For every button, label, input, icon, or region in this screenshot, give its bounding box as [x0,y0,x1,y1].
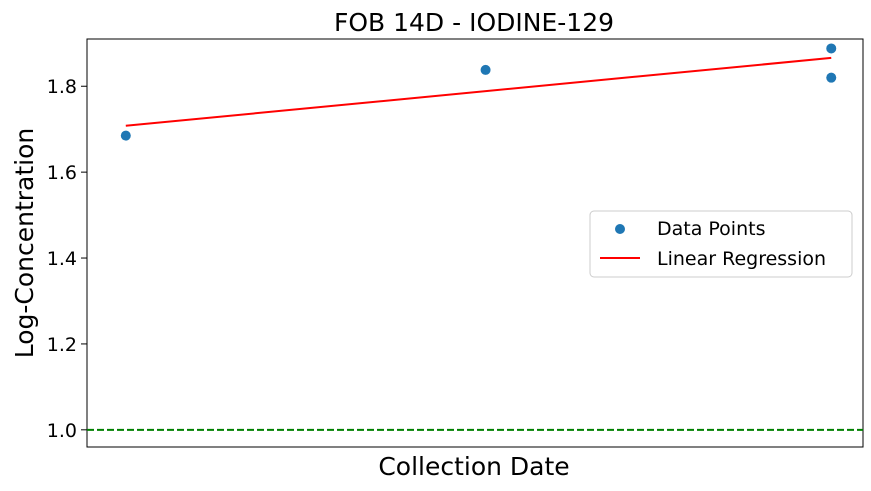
y-axis-label: Log-Concentration [10,128,39,359]
legend: Data Points Linear Regression [589,210,853,278]
plot-frame [86,38,864,448]
data-point [480,64,491,75]
legend-box [589,210,853,278]
y-tick-label: 1.6 [47,162,77,184]
legend-label-linear-regression: Linear Regression [657,248,826,270]
legend-marker-data-points [615,224,625,234]
y-tick-label: 1.8 [47,76,77,98]
data-point [826,72,837,83]
data-point [120,130,131,141]
y-axis-ticks: 1.0 1.2 1.4 1.6 1.8 [47,76,87,442]
y-tick-label: 1.2 [47,334,77,356]
chart-title: FOB 14D - IODINE-129 [334,8,614,37]
legend-label-data-points: Data Points [657,218,765,240]
data-points [120,43,837,141]
data-point [826,43,837,54]
x-axis-label: Collection Date [378,452,569,481]
regression-line [125,56,832,127]
y-tick-label: 1.0 [47,420,77,442]
y-tick-label: 1.4 [47,248,77,270]
